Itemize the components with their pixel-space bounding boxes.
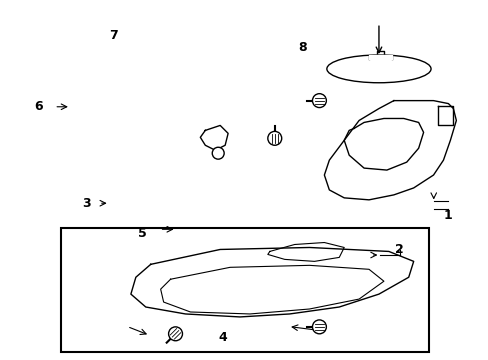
Circle shape xyxy=(312,320,325,334)
Text: 6: 6 xyxy=(34,100,42,113)
Text: 1: 1 xyxy=(443,209,452,222)
Circle shape xyxy=(267,131,281,145)
Text: 5: 5 xyxy=(138,227,147,240)
Text: 8: 8 xyxy=(298,41,306,54)
Text: 7: 7 xyxy=(109,29,118,42)
Ellipse shape xyxy=(326,55,430,83)
Bar xyxy=(61,228,427,352)
Circle shape xyxy=(312,94,325,108)
Text: 3: 3 xyxy=(82,197,91,210)
Text: 4: 4 xyxy=(218,331,226,344)
Circle shape xyxy=(212,147,224,159)
Text: 2: 2 xyxy=(395,243,403,256)
Circle shape xyxy=(168,327,182,341)
